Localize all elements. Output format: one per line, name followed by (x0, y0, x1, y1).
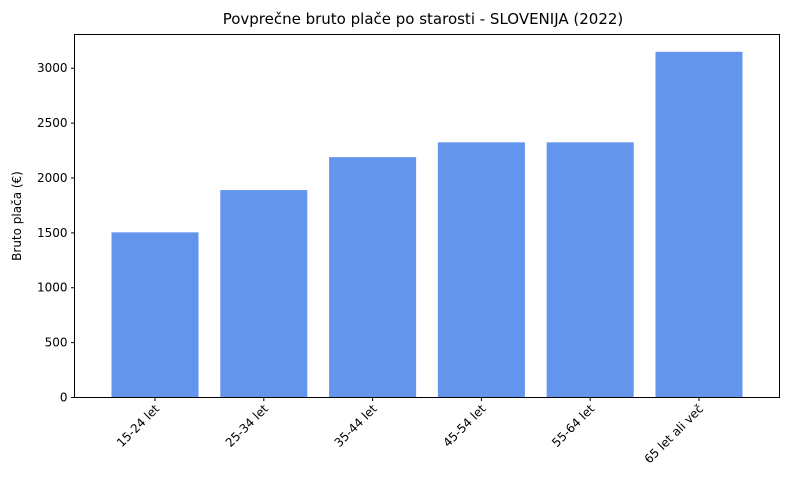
y-tick-label: 2000 (37, 171, 68, 185)
y-tick-label: 2500 (37, 116, 68, 130)
plot-frame (74, 34, 780, 398)
x-tick-label: 55-64 let (549, 402, 597, 450)
x-tick-label: 25-34 let (223, 402, 271, 450)
x-axis: 15-24 let 25-34 let 35-44 let 45-54 let 55-6… (114, 397, 707, 467)
y-tick-label: 500 (45, 336, 68, 350)
x-tick-label: 45-54 let (440, 402, 488, 450)
bar-3 (329, 157, 417, 398)
x-tick-label: 15-24 let (114, 402, 162, 450)
y-tick-label: 1500 (37, 226, 68, 240)
y-axis: 0 500 1000 1500 2000 2500 3000 (37, 61, 75, 405)
bar-1 (111, 232, 199, 398)
chart-title: Povprečne bruto plače po starosti - SLOV… (223, 10, 624, 28)
bar-5 (546, 142, 634, 398)
x-tick-label: 65 let ali več (642, 402, 707, 467)
bar-6 (655, 51, 743, 398)
y-tick-label: 1000 (37, 281, 68, 295)
y-tick-label: 0 (60, 391, 68, 405)
bar-2 (220, 190, 308, 398)
bar-4 (437, 142, 525, 398)
y-tick-label: 3000 (37, 61, 68, 75)
x-tick-label: 35-44 let (332, 402, 380, 450)
bars-layer (111, 51, 743, 398)
y-axis-label: Bruto plača (€) (10, 171, 24, 261)
